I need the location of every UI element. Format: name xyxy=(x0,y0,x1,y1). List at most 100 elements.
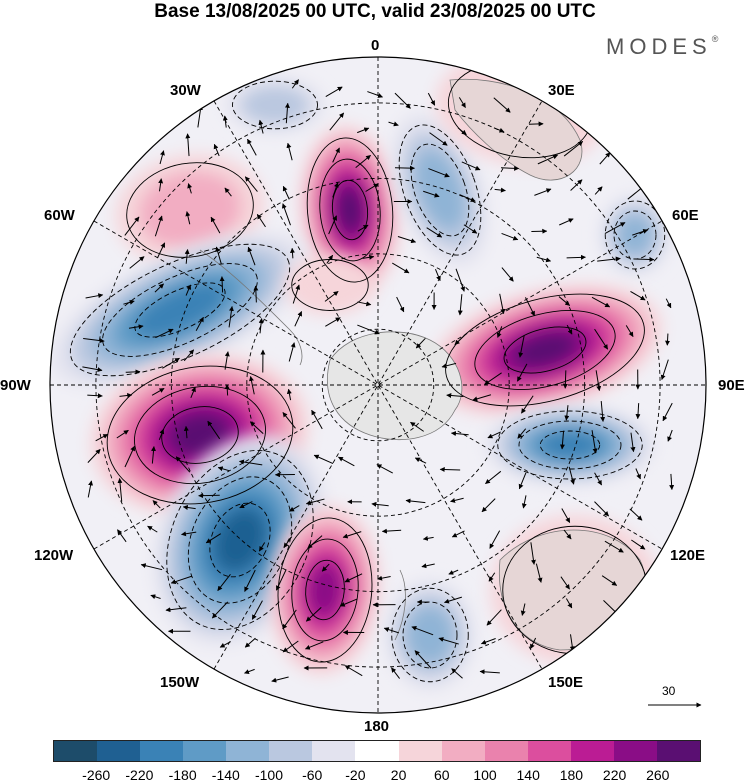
wind-vector xyxy=(517,428,527,439)
wind-vector xyxy=(289,505,300,512)
wind-vector xyxy=(422,535,434,541)
colorbar-tick-label: -220 xyxy=(125,767,154,783)
wind-vector xyxy=(326,254,334,264)
wind-vector xyxy=(151,387,165,396)
colorbar-cell xyxy=(226,741,270,761)
wind-vector xyxy=(667,429,673,442)
wind-vector xyxy=(154,215,163,237)
contour-line xyxy=(106,365,294,505)
wind-vector xyxy=(140,563,163,571)
contour-line xyxy=(474,310,616,390)
wind-vector xyxy=(244,637,256,648)
wind-vector xyxy=(594,472,602,486)
colorbar-cell xyxy=(441,741,485,761)
colorbar-cell xyxy=(97,741,141,761)
wind-vector xyxy=(630,432,636,453)
wind-vector xyxy=(367,91,384,98)
wind-vector xyxy=(451,668,463,679)
wind-vector xyxy=(162,357,180,369)
wind-vector xyxy=(187,183,193,194)
wind-vector xyxy=(222,115,228,128)
lon-label-120w: 120W xyxy=(34,547,74,564)
wind-vector xyxy=(117,529,127,543)
contour-line xyxy=(319,158,381,262)
wind-vector xyxy=(185,133,191,157)
wind-vector xyxy=(455,268,466,292)
contour-line xyxy=(306,137,394,283)
colorbar-tick-label: 180 xyxy=(559,767,584,783)
wind-vector xyxy=(454,333,467,345)
wind-vector xyxy=(521,495,527,509)
wind-vector xyxy=(669,473,675,491)
wind-vector xyxy=(154,283,164,293)
anomaly-band xyxy=(539,430,601,460)
wind-vector xyxy=(190,386,196,398)
lon-label-180: 180 xyxy=(364,718,390,735)
wind-vector xyxy=(381,528,402,534)
wind-vector xyxy=(530,542,536,565)
contour-group xyxy=(232,80,318,130)
anomaly-band xyxy=(414,149,466,231)
wind-vector xyxy=(152,500,161,509)
wind-vector xyxy=(394,92,411,109)
wind-vector xyxy=(313,454,334,465)
anomaly-band xyxy=(406,606,454,664)
wind-vector xyxy=(391,667,401,679)
contour-line xyxy=(398,124,482,256)
wind-vector xyxy=(217,573,231,592)
wind-vector xyxy=(329,112,345,131)
wind-vector xyxy=(565,598,573,609)
wind-vector xyxy=(376,464,393,474)
wind-vector xyxy=(157,242,166,258)
contour-group xyxy=(126,162,254,258)
wind-vector xyxy=(129,256,145,269)
contour-line xyxy=(166,450,314,630)
wind-vector xyxy=(219,276,225,293)
colorbar-tick-label: 20 xyxy=(390,767,407,783)
wind-vector xyxy=(591,430,598,454)
anomaly-band xyxy=(170,413,230,457)
new-zealand-outline xyxy=(394,569,406,641)
colorbar xyxy=(53,740,701,762)
lon-label-90w: 90W xyxy=(0,377,31,394)
contour-line xyxy=(445,293,645,407)
wind-vector xyxy=(362,254,375,260)
wind-vector xyxy=(566,254,586,260)
wind-vector xyxy=(562,370,568,389)
colorbar-tick-label: 220 xyxy=(602,767,627,783)
positive-anomaly xyxy=(269,505,381,675)
negative-anomaly xyxy=(385,580,475,690)
wind-vector xyxy=(448,569,459,575)
contour-line xyxy=(410,143,470,237)
wind-vector xyxy=(450,431,469,437)
wind-vector xyxy=(183,349,195,362)
contour-line xyxy=(503,326,587,374)
meridian-line xyxy=(213,100,543,670)
wind-vector xyxy=(494,187,506,193)
wind-vector xyxy=(438,637,459,645)
contour-group xyxy=(398,124,482,256)
lon-label-150e: 150E xyxy=(548,674,584,691)
wind-vector xyxy=(224,351,230,370)
wind-vector xyxy=(182,505,196,510)
wind-vector xyxy=(357,301,372,307)
lon-label-120e: 120E xyxy=(670,547,706,564)
wind-vector xyxy=(410,421,424,432)
negative-anomaly xyxy=(225,77,325,133)
wind-vector xyxy=(563,529,572,540)
colorbar-cell xyxy=(54,741,98,761)
lon-label-30e: 30E xyxy=(548,82,575,99)
wind-vector xyxy=(339,598,358,607)
wind-vector xyxy=(480,638,496,645)
wind-vector xyxy=(238,459,263,466)
wind-vector xyxy=(311,409,323,430)
wind-vector xyxy=(253,285,259,303)
anomaly-band xyxy=(308,564,342,616)
wind-vector xyxy=(518,335,525,358)
wind-vector xyxy=(321,563,330,572)
contour-group xyxy=(69,243,291,377)
wind-vector xyxy=(251,600,263,620)
wind-vector xyxy=(294,311,303,327)
wind-vector xyxy=(247,246,256,266)
contour-group xyxy=(306,137,394,283)
